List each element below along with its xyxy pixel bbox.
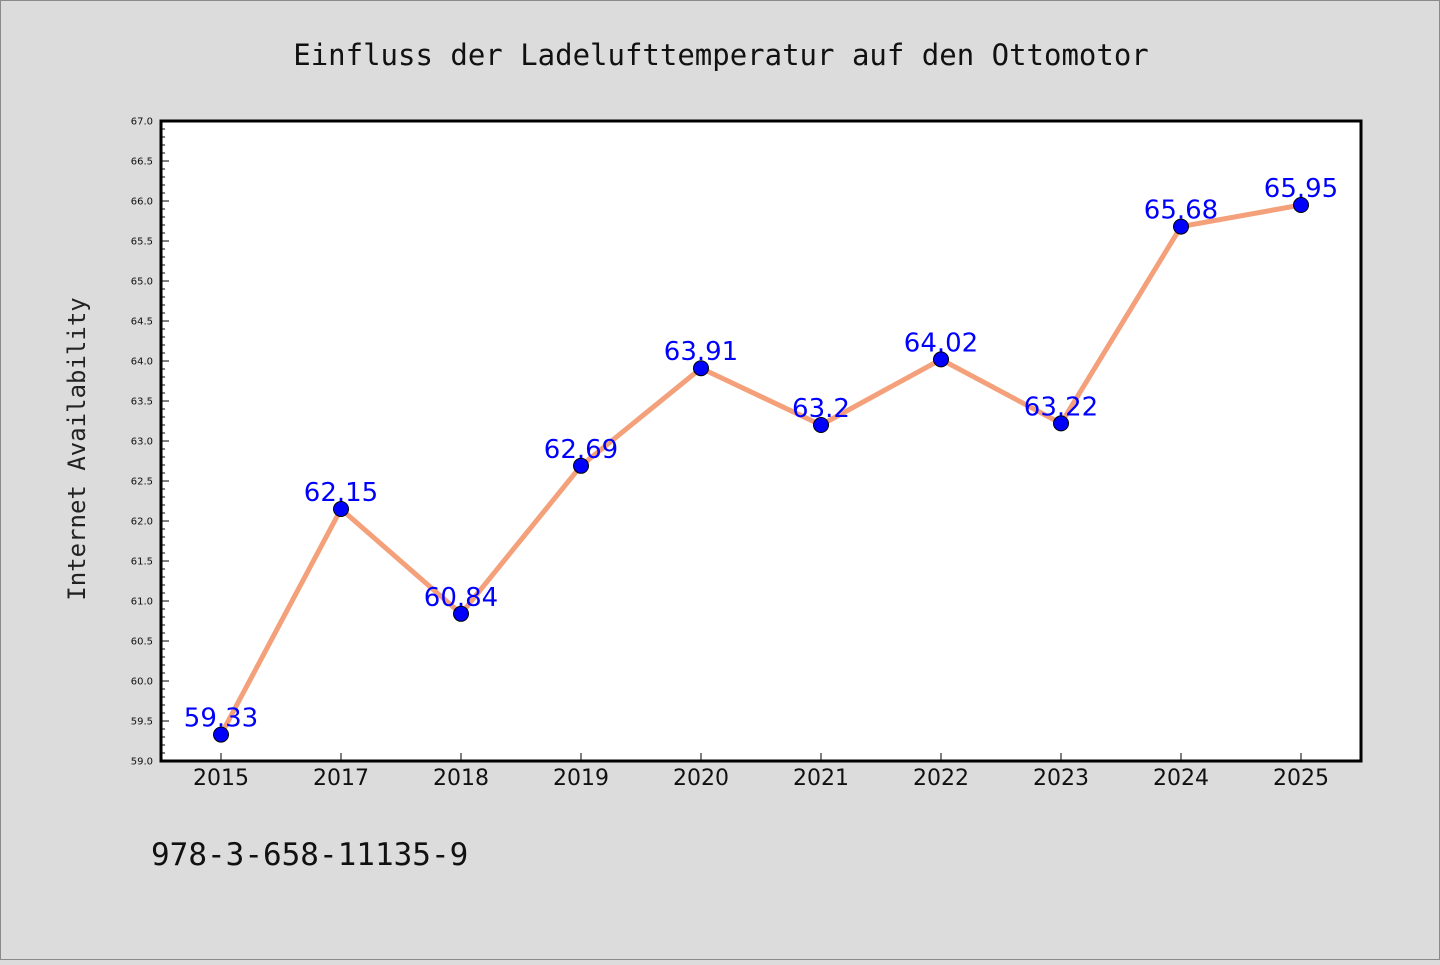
y-tick-label: 61.5 xyxy=(131,557,153,568)
data-point xyxy=(933,351,949,368)
y-tick-label: 60.5 xyxy=(131,637,153,648)
y-tick-label: 65.0 xyxy=(131,277,153,288)
y-tick-label: 63.0 xyxy=(131,437,153,448)
x-tick-label: 2023 xyxy=(1033,766,1089,791)
data-point xyxy=(693,360,709,377)
x-tick-label: 2020 xyxy=(673,766,729,791)
plot-area xyxy=(161,121,1361,761)
data-label: 64.02 xyxy=(904,328,978,358)
y-tick-label: 67.0 xyxy=(131,117,153,128)
y-tick-label: 65.5 xyxy=(131,237,153,248)
y-tick-label: 64.0 xyxy=(131,357,153,368)
data-label: 63.91 xyxy=(664,337,738,367)
y-tick-label: 60.0 xyxy=(131,677,153,688)
series-line xyxy=(218,202,1304,738)
x-tick-label: 2025 xyxy=(1273,766,1329,791)
y-tick-label: 66.0 xyxy=(131,197,153,208)
data-label: 65.68 xyxy=(1144,196,1218,226)
y-tick-label: 66.5 xyxy=(131,157,153,168)
data-label: 62.69 xyxy=(544,435,618,465)
y-tick-label: 59.5 xyxy=(131,717,153,728)
x-tick-label: 2017 xyxy=(313,766,369,791)
x-tick-label: 2021 xyxy=(793,766,849,791)
x-tick-label: 2024 xyxy=(1153,766,1209,791)
data-point xyxy=(333,501,349,517)
y-tick-label: 61.0 xyxy=(131,597,153,608)
chart-title: Einfluss der Ladelufttemperatur auf den … xyxy=(293,38,1149,72)
y-tick-label: 63.5 xyxy=(131,397,153,408)
y-tick-label: 62.5 xyxy=(131,477,153,488)
plot-frame xyxy=(159,119,1363,763)
footer-isbn: 978-3-658-11135-9 xyxy=(151,837,468,873)
x-tick-label: 2019 xyxy=(553,766,609,791)
data-point xyxy=(213,726,229,743)
data-point xyxy=(1293,197,1309,213)
y-tick-label: 59.0 xyxy=(131,757,153,768)
data-label: 60.84 xyxy=(424,583,498,613)
y-axis-label: Internet Availability xyxy=(63,297,91,600)
data-point xyxy=(1173,218,1189,235)
y-tick-label: 64.5 xyxy=(131,317,153,328)
data-point xyxy=(813,417,829,433)
data-point xyxy=(1053,415,1069,432)
data-label: 63.22 xyxy=(1024,392,1098,422)
data-label: 59.33 xyxy=(184,704,258,734)
data-label: 63.2 xyxy=(792,394,850,424)
data-point xyxy=(453,605,469,622)
data-label: 62.15 xyxy=(304,478,378,508)
series-group: 59.33 62.15 60.84 62.69 63.91 63.2 64.02 63.22 6… xyxy=(184,174,1338,743)
data-point xyxy=(573,457,589,474)
data-label: 65.95 xyxy=(1264,174,1338,204)
y-tick-label: 62.0 xyxy=(131,517,153,528)
x-tick-label: 2015 xyxy=(193,766,249,791)
x-tick-label: 2022 xyxy=(913,766,969,791)
x-tick-label: 2018 xyxy=(433,766,489,791)
x-axis: 2015 2017 2018 2019 2020 2021 2022 2023 2024 2025 xyxy=(193,753,1329,791)
